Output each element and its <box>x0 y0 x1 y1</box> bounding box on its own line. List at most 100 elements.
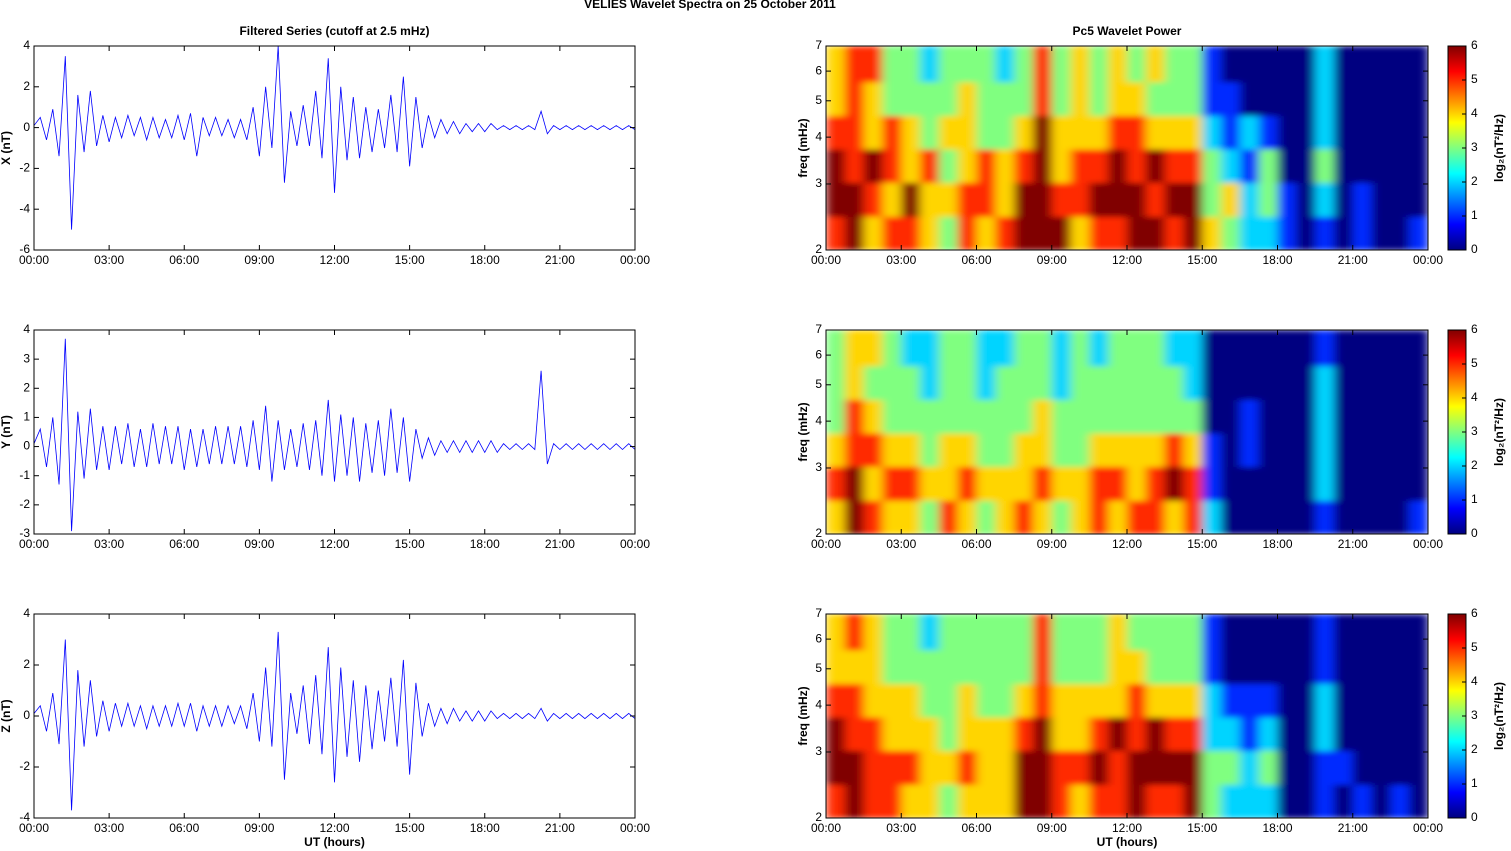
heat-cell <box>1014 330 1034 367</box>
heat-cell <box>1051 216 1072 250</box>
heat-cell <box>976 683 996 718</box>
heat-cell <box>826 614 846 651</box>
heat-cell <box>1333 330 1354 367</box>
heat-cell <box>1352 716 1373 751</box>
heat-cell <box>1277 216 1297 250</box>
y-tick-label: 5 <box>815 377 822 391</box>
heat-cell <box>1014 500 1034 534</box>
heat-cell <box>1352 81 1373 117</box>
y-tick-label: 4 <box>23 38 30 52</box>
heat-cell <box>995 46 1015 83</box>
heat-cell <box>976 216 996 250</box>
x-tick-label: 03:00 <box>886 821 916 835</box>
x-tick-label: 00:00 <box>811 537 841 551</box>
heat-cell <box>1277 466 1297 501</box>
heat-cell <box>1258 81 1279 117</box>
heat-cell <box>920 182 940 217</box>
heat-cell <box>901 216 921 250</box>
heat-cell <box>1145 784 1166 818</box>
heat-cell <box>1239 466 1260 501</box>
heat-cell <box>1127 330 1147 367</box>
x-tick-label: 00:00 <box>811 821 841 835</box>
y-tick-label: -1 <box>19 468 30 482</box>
heat-cell <box>957 148 978 183</box>
heat-cell <box>844 500 865 534</box>
heat-cell <box>976 649 996 685</box>
heat-cell <box>1296 432 1316 467</box>
heat-cell <box>844 432 865 467</box>
heat-cell <box>1352 649 1373 685</box>
x-tick-label: 00:00 <box>811 253 841 267</box>
heat-cell <box>995 115 1015 150</box>
heat-cell <box>920 750 940 785</box>
heat-cell <box>1371 46 1391 83</box>
heat-cell <box>1239 148 1260 183</box>
heat-cell <box>1390 399 1410 434</box>
heat-cell <box>826 750 846 785</box>
heat-cell <box>1070 46 1090 83</box>
heat-cell <box>1089 182 1109 217</box>
y-axis-label: Y (nT) <box>0 415 13 449</box>
heat-cell <box>1051 399 1072 434</box>
heat-cell <box>1127 466 1147 501</box>
heat-cell <box>844 399 865 434</box>
colorbar-tick-label: 5 <box>1471 72 1478 86</box>
heat-cell <box>901 466 921 501</box>
heat-cell <box>995 81 1015 117</box>
heat-cell <box>1277 399 1297 434</box>
heat-cell <box>1032 365 1053 401</box>
heat-cell <box>1409 399 1428 434</box>
y-tick-label: 5 <box>815 661 822 675</box>
heat-cell <box>1145 115 1166 150</box>
heat-cell <box>863 182 884 217</box>
heat-cell <box>1371 182 1391 217</box>
heat-cell <box>1296 683 1316 718</box>
heat-cell <box>901 432 921 467</box>
colorbar-tick-label: 3 <box>1471 708 1478 722</box>
heat-cell <box>863 46 884 83</box>
heat-cell <box>1070 182 1090 217</box>
colorbar-label: log₂(nT²/Hz) <box>1492 114 1506 182</box>
heat-cell <box>1032 330 1053 367</box>
y-tick-label: 3 <box>23 351 30 365</box>
heat-cell <box>938 649 959 685</box>
heat-cell <box>1333 750 1354 785</box>
colorbar-tick-label: 5 <box>1471 356 1478 370</box>
heat-cell <box>1239 81 1260 117</box>
heat-cell <box>1296 330 1316 367</box>
heat-cell <box>1164 500 1185 534</box>
heat-cell <box>1032 46 1053 83</box>
heat-cell <box>1108 399 1128 434</box>
heat-cell <box>1032 500 1053 534</box>
heat-cell <box>1070 784 1090 818</box>
heat-cell <box>1221 716 1241 751</box>
heat-cell <box>1277 182 1297 217</box>
heat-cell <box>1221 750 1241 785</box>
heat-cell <box>826 432 846 467</box>
heat-cell <box>1239 365 1260 401</box>
heat-cell <box>1390 649 1410 685</box>
heat-cell <box>957 614 978 651</box>
heat-cell <box>995 216 1015 250</box>
heat-cell <box>1409 46 1428 83</box>
colorbar-tick-label: 1 <box>1471 208 1478 222</box>
x-tick-label: 09:00 <box>1037 253 1067 267</box>
heat-cell <box>1014 750 1034 785</box>
heat-cell <box>1333 614 1354 651</box>
heat-cell <box>1183 182 1203 217</box>
x-tick-label: 18:00 <box>1262 253 1292 267</box>
heat-cell <box>1127 750 1147 785</box>
heat-cell <box>826 330 846 367</box>
heat-cell <box>1164 649 1185 685</box>
x-tick-label: 21:00 <box>1338 537 1368 551</box>
heat-cell <box>1409 115 1428 150</box>
heat-cell <box>938 182 959 217</box>
heat-cell <box>938 716 959 751</box>
heat-cell <box>1032 432 1053 467</box>
heat-cell <box>1108 115 1128 150</box>
heat-cell <box>957 399 978 434</box>
heat-cell <box>1070 614 1090 651</box>
heat-cell <box>1108 784 1128 818</box>
colorbar-tick-label: 2 <box>1471 458 1478 472</box>
x-tick-label: 12:00 <box>319 537 349 551</box>
